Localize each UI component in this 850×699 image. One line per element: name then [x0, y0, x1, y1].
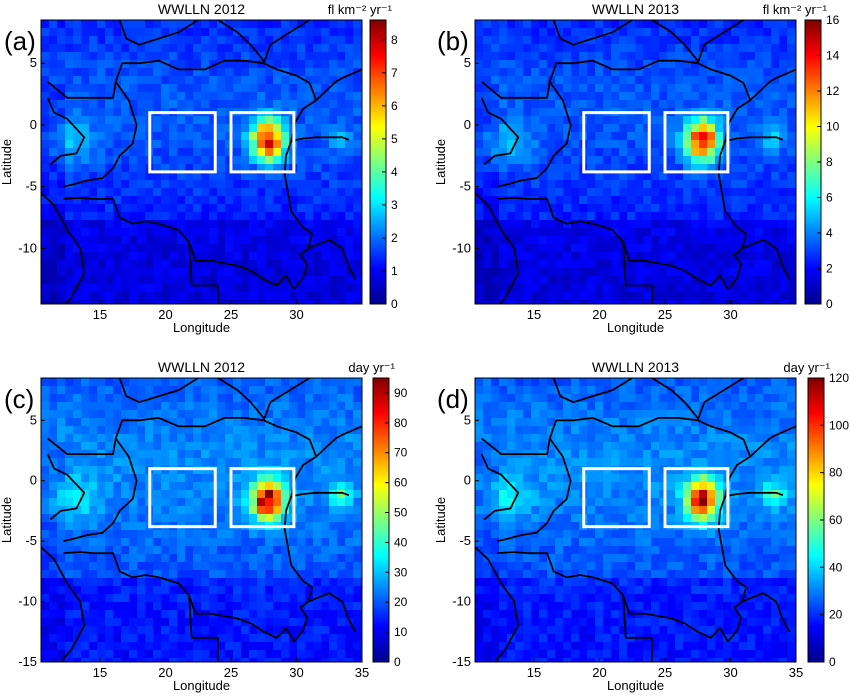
x-tick-label: 15 — [527, 665, 541, 680]
colorbar-tick-label: 70 — [394, 446, 408, 460]
x-axis-label: Longitude — [607, 678, 664, 693]
colorbar-tick-label: 40 — [829, 560, 843, 574]
y-tick-label: -5 — [25, 533, 37, 548]
y-axis-label: Latitude — [433, 139, 448, 185]
x-tick-label: 30 — [723, 665, 737, 680]
y-axis-label: Latitude — [0, 139, 14, 185]
colorbar-unit-label: day yr⁻¹ — [783, 360, 830, 375]
x-tick-label: 30 — [723, 307, 737, 322]
y-tick-label: -15 — [452, 654, 471, 669]
panel-title: WWLLN 2013 — [592, 1, 679, 17]
y-tick-label: 5 — [30, 55, 37, 70]
heatmap-field — [41, 20, 369, 308]
colorbar-tick-label: 10 — [826, 120, 840, 134]
x-axis-label: Longitude — [607, 320, 664, 335]
colorbar-tick-label: 8 — [391, 33, 398, 47]
panel-title: WWLLN 2012 — [158, 1, 245, 17]
x-tick-label: 20 — [158, 307, 172, 322]
colorbar-tick-label: 7 — [391, 66, 398, 80]
colorbar-tick-label: 40 — [394, 535, 408, 549]
colorbar-tick-label: 4 — [391, 165, 398, 179]
panel-letter: (b) — [437, 26, 469, 56]
y-axis-label: Latitude — [0, 497, 14, 543]
y-tick-label: 5 — [30, 412, 37, 427]
colorbar-tick-label: 10 — [394, 625, 408, 639]
y-tick-label: 0 — [464, 117, 471, 132]
x-tick-label: 15 — [527, 307, 541, 322]
x-tick-label: 30 — [289, 307, 303, 322]
panel-letter: (c) — [4, 384, 34, 414]
colorbar-tick-label: 12 — [826, 84, 840, 98]
colorbar-tick-label: 6 — [826, 191, 833, 205]
colorbar-tick-label: 100 — [829, 418, 849, 432]
x-tick-label: 20 — [592, 307, 606, 322]
y-tick-label: -15 — [18, 654, 37, 669]
colorbar-unit-label: fl km⁻² yr⁻¹ — [763, 2, 828, 17]
panel-title: WWLLN 2013 — [592, 359, 679, 375]
colorbar-tick-label: 0 — [394, 655, 401, 669]
y-tick-label: 5 — [464, 412, 471, 427]
y-tick-label: -10 — [452, 594, 471, 609]
colorbar-tick-label: 6 — [391, 99, 398, 113]
x-axis-label: Longitude — [173, 678, 230, 693]
colorbar-tick-label: 80 — [394, 416, 408, 430]
colorbar-tick-label: 8 — [826, 155, 833, 169]
y-tick-label: -5 — [459, 533, 471, 548]
colorbar-tick-label: 1 — [391, 264, 398, 278]
x-axis-label: Longitude — [173, 320, 230, 335]
y-tick-label: 0 — [30, 473, 37, 488]
heatmap-field — [475, 20, 803, 308]
colorbar-tick-label: 3 — [391, 198, 398, 212]
colorbar-tick-label: 0 — [826, 297, 833, 311]
panel-title: WWLLN 2012 — [158, 359, 245, 375]
colorbar-unit-label: day yr⁻¹ — [348, 360, 395, 375]
colorbar-unit-label: fl km⁻² yr⁻¹ — [328, 2, 393, 17]
y-tick-label: -10 — [18, 240, 37, 255]
colorbar-tick-label: 2 — [391, 231, 398, 245]
colorbar-tick-label: 2 — [826, 262, 833, 276]
colorbar-tick-label: 5 — [391, 132, 398, 146]
y-axis-label: Latitude — [433, 497, 448, 543]
panel-letter: (a) — [4, 26, 36, 56]
x-tick-label: 15 — [93, 665, 107, 680]
x-tick-label: 35 — [789, 665, 803, 680]
colorbar-tick-label: 60 — [829, 513, 843, 527]
colorbar-tick-label: 0 — [391, 297, 398, 311]
colorbar-tick-label: 90 — [394, 386, 408, 400]
x-tick-label: 15 — [93, 307, 107, 322]
x-tick-label: 20 — [592, 665, 606, 680]
colorbar-tick-label: 120 — [829, 371, 849, 385]
x-tick-label: 30 — [289, 665, 303, 680]
colorbar — [370, 20, 386, 304]
y-tick-label: 0 — [464, 473, 471, 488]
y-tick-label: -10 — [452, 240, 471, 255]
heatmap-field — [41, 378, 369, 666]
y-tick-label: -10 — [18, 594, 37, 609]
colorbar-tick-label: 50 — [394, 506, 408, 520]
colorbar-tick-label: 80 — [829, 466, 843, 480]
colorbar-tick-label: 30 — [394, 565, 408, 579]
panel-letter: (d) — [437, 384, 469, 414]
colorbar-tick-label: 4 — [826, 226, 833, 240]
y-tick-label: -5 — [459, 179, 471, 194]
colorbar — [373, 378, 389, 662]
x-tick-label: 20 — [158, 665, 172, 680]
colorbar-tick-label: 60 — [394, 476, 408, 490]
colorbar-tick-label: 14 — [826, 49, 840, 63]
x-tick-label: 35 — [355, 665, 369, 680]
y-tick-label: 5 — [464, 55, 471, 70]
colorbar-tick-label: 16 — [826, 13, 840, 27]
heatmap-field — [475, 378, 803, 666]
y-tick-label: -5 — [25, 179, 37, 194]
colorbar-tick-label: 20 — [394, 595, 408, 609]
colorbar-tick-label: 20 — [829, 608, 843, 622]
y-tick-label: 0 — [30, 117, 37, 132]
colorbar-tick-label: 0 — [829, 655, 836, 669]
